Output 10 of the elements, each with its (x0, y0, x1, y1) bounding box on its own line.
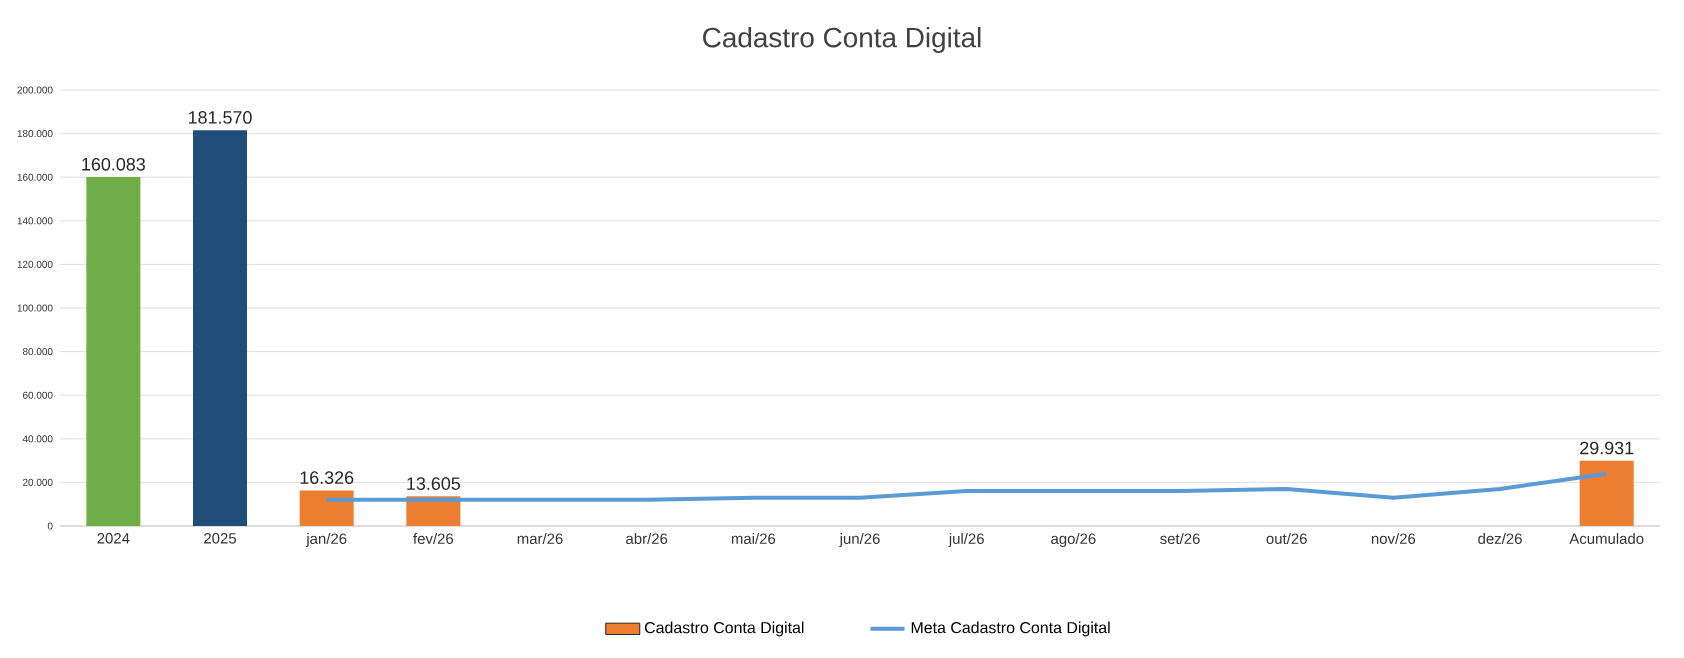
bar (299, 490, 354, 526)
data-label: 29.931 (1580, 441, 1634, 455)
data-label: 13.605 (407, 477, 461, 490)
bar (193, 130, 248, 526)
chart-title: Cadastro Conta Digital (703, 26, 981, 53)
data-label: 181.570 (188, 111, 252, 124)
bar (86, 177, 141, 526)
data-label: 16.326 (300, 471, 354, 485)
data-label: 160.083 (82, 157, 145, 171)
bar (1579, 460, 1634, 526)
